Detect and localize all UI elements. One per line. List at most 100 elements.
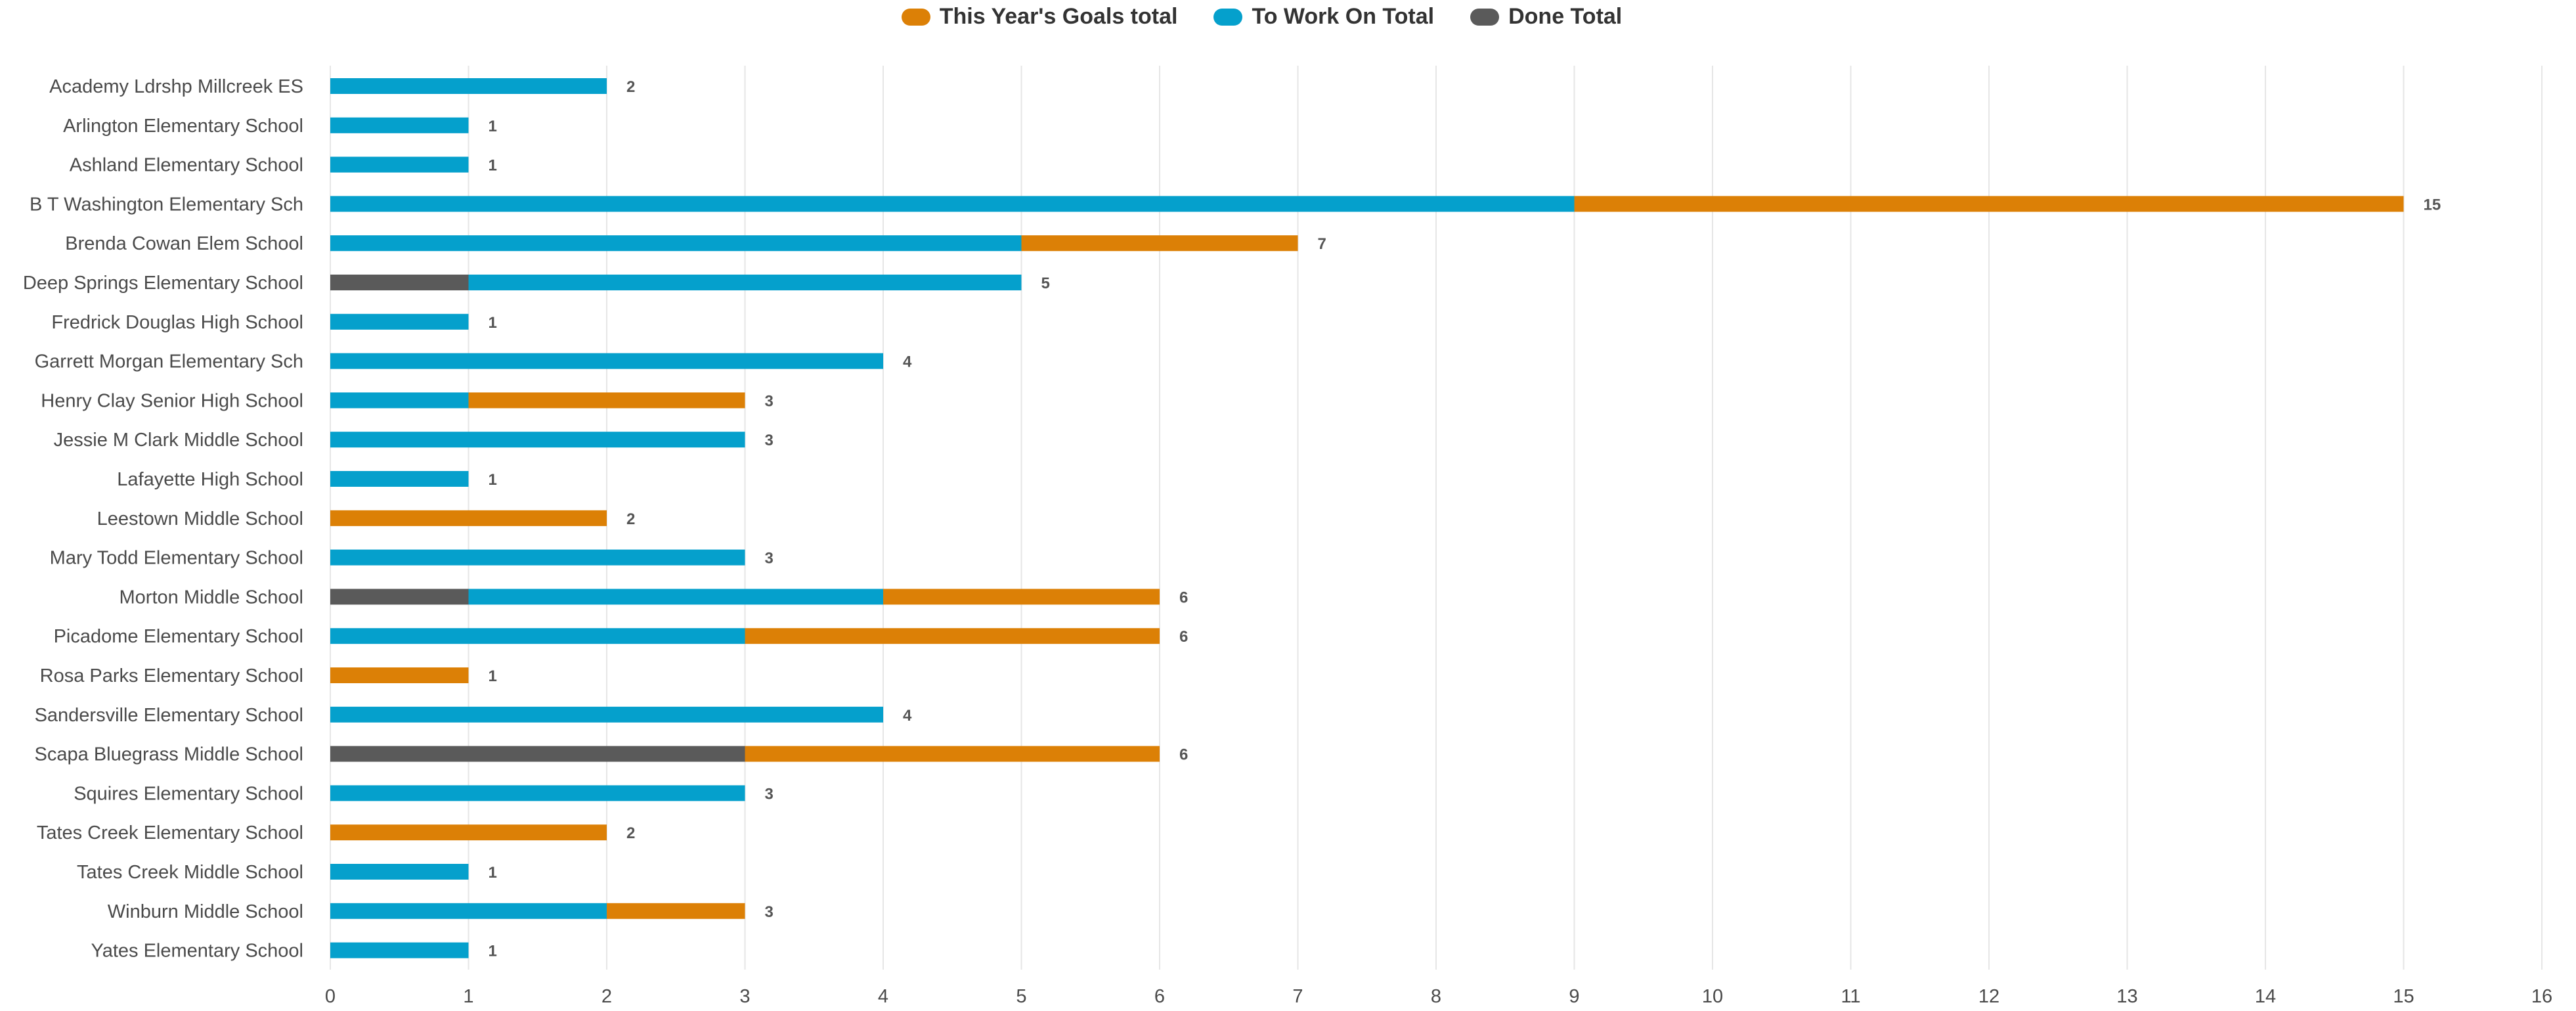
bar-segment-to-work-on-total[interactable] (330, 628, 745, 644)
data-label-total: 4 (903, 707, 912, 725)
legend-label-done: Done Total (1508, 4, 1623, 29)
data-label-total: 2 (626, 510, 635, 528)
category-label: Ashland Elementary School (70, 155, 303, 176)
category-label: Brenda Cowan Elem School (65, 233, 303, 254)
data-label-total: 15 (2424, 196, 2441, 213)
category-label: Fredrick Douglas High School (51, 312, 303, 333)
bar-segment-to-work-on-total[interactable] (468, 275, 1022, 290)
category-label: Tates Creek Middle School (77, 862, 303, 883)
legend-item-this-years-goals[interactable]: This Year's Goals total (901, 4, 1178, 30)
category-label: Leestown Middle School (97, 508, 303, 529)
x-tick-label-10: 10 (1702, 986, 1723, 1007)
x-tick-label-5: 5 (1016, 986, 1026, 1007)
category-label: Academy Ldrshp Millcreek ES (49, 76, 303, 97)
category-label: Garrett Morgan Elementary Sch (35, 351, 303, 372)
x-tick-label-2: 2 (601, 986, 612, 1007)
x-tick-label-9: 9 (1569, 986, 1579, 1007)
bar-segment-this-year-s-goals-total[interactable] (745, 628, 1160, 644)
data-label-total: 1 (489, 667, 497, 685)
x-tick-label-7: 7 (1292, 986, 1303, 1007)
legend-swatch-this-years-goals (901, 8, 930, 26)
legend-label-to-work-on: To Work On Total (1252, 4, 1435, 29)
data-label-total: 3 (765, 550, 774, 568)
category-label: Yates Elementary School (91, 941, 303, 962)
data-label-total: 1 (489, 314, 497, 332)
data-label-total: 2 (626, 824, 635, 842)
chart-legend: This Year's Goals total To Work On Total… (0, 4, 2576, 30)
bar-segment-to-work-on-total[interactable] (330, 196, 1575, 212)
bar-segment-to-work-on-total[interactable] (330, 785, 745, 801)
data-label-total: 1 (489, 157, 497, 175)
bar-segment-to-work-on-total[interactable] (330, 156, 469, 173)
bar-segment-to-work-on-total[interactable] (330, 942, 469, 958)
x-tick-label-16: 16 (2531, 986, 2552, 1007)
x-tick-label-4: 4 (878, 986, 888, 1007)
category-label: Picadome Elementary School (54, 626, 303, 647)
data-label-total: 6 (1179, 589, 1188, 606)
category-label: Rosa Parks Elementary School (40, 665, 303, 686)
bar-segment-this-year-s-goals-total[interactable] (330, 667, 469, 683)
bar-segment-to-work-on-total[interactable] (468, 589, 884, 605)
data-label-total: 2 (626, 78, 635, 96)
bar-segment-to-work-on-total[interactable] (330, 864, 469, 880)
bar-segment-this-year-s-goals-total[interactable] (1021, 235, 1298, 252)
bar-segment-done-total[interactable] (330, 589, 469, 605)
bar-segment-this-year-s-goals-total[interactable] (745, 746, 1160, 762)
x-tick-label-13: 13 (2116, 986, 2137, 1007)
category-label: Winburn Middle School (108, 901, 303, 922)
x-tick-label-14: 14 (2255, 986, 2276, 1007)
x-tick-label-11: 11 (1841, 986, 1860, 1007)
category-label: Henry Clay Senior High School (41, 390, 303, 411)
category-label: Morton Middle School (120, 587, 303, 608)
data-label-total: 3 (765, 785, 774, 803)
bar-segment-done-total[interactable] (330, 275, 469, 290)
data-label-total: 1 (489, 864, 497, 882)
x-tick-label-8: 8 (1431, 986, 1441, 1007)
bar-segment-to-work-on-total[interactable] (330, 432, 745, 448)
bar-segment-this-year-s-goals-total[interactable] (330, 510, 607, 526)
legend-item-to-work-on[interactable]: To Work On Total (1213, 4, 1434, 30)
category-label: Tates Creek Elementary School (37, 822, 303, 843)
bar-segment-to-work-on-total[interactable] (330, 549, 745, 566)
category-label: Arlington Elementary School (63, 116, 303, 137)
bar-segment-to-work-on-total[interactable] (330, 78, 607, 94)
bar-segment-to-work-on-total[interactable] (330, 313, 469, 330)
bar-segment-to-work-on-total[interactable] (330, 706, 883, 723)
legend-swatch-to-work-on (1213, 8, 1243, 26)
bar-segment-to-work-on-total[interactable] (330, 392, 469, 409)
bar-segment-done-total[interactable] (330, 746, 745, 762)
bar-segment-this-year-s-goals-total[interactable] (1574, 196, 2404, 212)
data-label-total: 1 (489, 118, 497, 135)
bar-segment-this-year-s-goals-total[interactable] (330, 824, 607, 841)
category-label: Sandersville Elementary School (35, 705, 303, 726)
x-tick-label-3: 3 (739, 986, 750, 1007)
bar-segment-to-work-on-total[interactable] (330, 471, 469, 487)
x-tick-label-6: 6 (1154, 986, 1165, 1007)
bar-segment-this-year-s-goals-total[interactable] (883, 589, 1160, 605)
bar-segment-to-work-on-total[interactable] (330, 235, 1022, 252)
legend-label-this-years-goals: This Year's Goals total (939, 4, 1178, 29)
data-label-total: 1 (489, 943, 497, 960)
x-tick-label-15: 15 (2393, 986, 2414, 1007)
legend-swatch-done (1470, 8, 1500, 26)
data-label-total: 3 (765, 392, 774, 410)
bar-segment-this-year-s-goals-total[interactable] (607, 903, 745, 919)
legend-item-done[interactable]: Done Total (1470, 4, 1622, 30)
category-label: Squires Elementary School (74, 783, 303, 804)
bar-segment-this-year-s-goals-total[interactable] (468, 392, 745, 409)
x-tick-label-0: 0 (325, 986, 336, 1007)
data-label-total: 3 (765, 903, 774, 921)
category-label: Scapa Bluegrass Middle School (35, 744, 303, 765)
data-label-total: 3 (765, 432, 774, 449)
x-tick-label-1: 1 (463, 986, 473, 1007)
category-label: Lafayette High School (117, 469, 303, 490)
data-label-total: 6 (1179, 628, 1188, 646)
data-label-total: 5 (1041, 275, 1050, 292)
bar-segment-to-work-on-total[interactable] (330, 353, 883, 369)
category-label: B T Washington Elementary Sch (30, 194, 303, 215)
bar-segment-to-work-on-total[interactable] (330, 117, 469, 133)
bar-segment-to-work-on-total[interactable] (330, 903, 607, 919)
category-label: Deep Springs Elementary School (23, 273, 303, 294)
data-label-total: 7 (1318, 235, 1326, 253)
